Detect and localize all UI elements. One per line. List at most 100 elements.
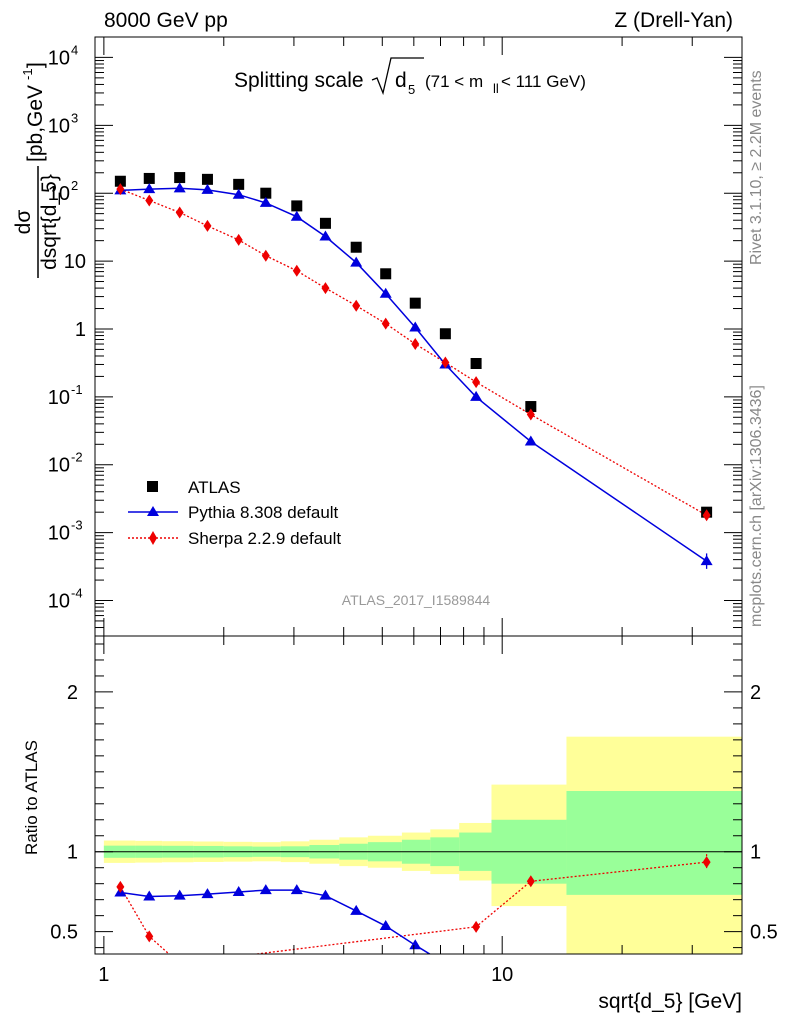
sherpa-point — [411, 338, 420, 351]
legend-marker-atlas — [147, 481, 158, 492]
ratio-pythia-point — [439, 958, 451, 968]
sherpa-point — [472, 376, 481, 389]
sherpa-point — [381, 317, 390, 330]
ratio-pythia-point — [259, 884, 272, 895]
legend-marker-sherpa — [149, 531, 157, 545]
ratio-xtick-label: 1 — [98, 964, 109, 986]
legend-marker-pythia — [147, 506, 159, 516]
legend-item-sherpa: Sherpa 2.2.9 default — [128, 529, 341, 548]
ylabel-unit-b: ] — [24, 62, 47, 68]
pythia-point — [524, 435, 537, 446]
main-ytick-exponent: 3 — [71, 110, 78, 125]
legend-item-atlas: ATLAS — [147, 478, 241, 497]
ratio-pythia-point — [232, 885, 245, 896]
plot-title-range-sub: ll — [493, 81, 499, 96]
atlas-point — [233, 178, 245, 190]
atlas-point — [409, 297, 421, 309]
sherpa-point — [234, 233, 243, 246]
header-right: Z (Drell-Yan) — [614, 9, 733, 32]
ratio-sherpa-line — [119, 861, 707, 954]
atlas-point — [291, 200, 303, 212]
main-ytick-exponent: 2 — [71, 178, 78, 193]
header-left: 8000 GeV pp — [104, 9, 228, 32]
sherpa-point — [116, 183, 125, 196]
main-ytick-exponent: -1 — [71, 382, 83, 397]
ratio-ytick-label: 0.5 — [50, 922, 78, 944]
ratio-series — [114, 854, 711, 970]
atlas-point — [319, 217, 331, 229]
pythia-point — [173, 182, 186, 193]
ratio-sherpa-point — [526, 875, 535, 888]
main-ytick-label: 10 — [48, 455, 70, 477]
ratio-band-inner — [566, 791, 742, 895]
ratio-xtick-label: 10 — [491, 964, 513, 986]
main-ytick-label: 10 — [48, 183, 70, 205]
sherpa-point — [526, 408, 535, 421]
sherpa-point — [292, 264, 301, 277]
ratio-pythia-point — [143, 890, 156, 901]
plot-title-var-sub: 5 — [408, 82, 415, 97]
ylabel-num: dσ — [12, 210, 35, 235]
side-text-rivet: Rivet 3.1.10, ≥ 2.2M events — [748, 70, 765, 265]
main-ytick-exponent: -4 — [71, 586, 83, 601]
ratio-sherpa-point — [472, 920, 481, 933]
ratio-pythia-point — [379, 920, 392, 931]
main-ytick-label: 10 — [64, 251, 86, 273]
ratio-pythia-point — [409, 939, 422, 950]
sherpa-point — [441, 356, 450, 369]
pythia-point — [319, 230, 332, 241]
sherpa-line — [120, 188, 707, 516]
ratio-bands — [103, 736, 742, 954]
atlas-point — [439, 328, 451, 340]
pythia-point — [232, 188, 245, 199]
pythia-point — [350, 256, 363, 267]
ratio-x-axis: 1 10 — [98, 636, 743, 986]
ratio-ytick-label-right: 0.5 — [750, 922, 778, 944]
main-ytick-label: 10 — [48, 591, 70, 613]
main-ytick-label: 10 — [48, 523, 70, 545]
ratio-ytick-label: 2 — [67, 682, 78, 704]
atlas-point — [470, 357, 482, 369]
atlas-point — [260, 187, 272, 199]
main-ytick-exponent: -2 — [71, 450, 83, 465]
ratio-pythia-line — [120, 889, 432, 954]
plot-title-range-b: < 111 GeV) — [501, 72, 586, 91]
ratio-y-axis: 0.5 0.5 1 1 2 2 — [50, 643, 778, 949]
pythia-point — [409, 321, 422, 332]
pythia-point — [143, 183, 156, 194]
atlas-point — [114, 175, 126, 187]
plot-title: Splitting scale d 5 (71 < m ll < 111 GeV… — [234, 57, 586, 97]
main-ytick-label: 10 — [48, 387, 70, 409]
main-series — [114, 172, 713, 569]
plot-title-var: d — [395, 69, 407, 92]
legend: ATLAS Pythia 8.308 default Sherpa 2.2.9 … — [128, 478, 341, 548]
main-ytick-label: 10 — [48, 115, 70, 137]
ratio-sherpa-point — [702, 856, 711, 869]
sherpa-point — [352, 299, 361, 312]
y-axis-label-ratio: Ratio to ATLAS — [22, 740, 41, 855]
ratio-pythia-point — [350, 904, 363, 915]
atlas-point — [380, 268, 392, 280]
atlas-point — [525, 401, 537, 413]
ratio-sherpa-point — [145, 930, 154, 943]
sherpa-point — [702, 509, 711, 522]
sherpa-point — [261, 249, 270, 262]
sherpa-point — [203, 219, 212, 232]
atlas-point — [143, 172, 155, 184]
legend-label-pythia: Pythia 8.308 default — [188, 503, 339, 522]
pythia-point — [259, 196, 272, 207]
pythia-point — [379, 287, 392, 298]
legend-item-pythia: Pythia 8.308 default — [128, 503, 339, 522]
pythia-point — [470, 390, 483, 401]
analysis-watermark: ATLAS_2017_I1589844 — [342, 592, 491, 608]
ratio-sherpa-point — [176, 958, 184, 970]
ratio-ytick-label: 1 — [67, 842, 78, 864]
sherpa-point — [321, 282, 330, 295]
ratio-pythia-point — [290, 884, 303, 895]
plot-title-range-a: (71 < m — [425, 72, 483, 91]
sqrt-symbol — [371, 57, 424, 96]
ylabel-unit-a: [pb,GeV — [24, 85, 47, 162]
ratio-panel: 0.5 0.5 1 1 2 2 1 10 — [50, 635, 778, 986]
